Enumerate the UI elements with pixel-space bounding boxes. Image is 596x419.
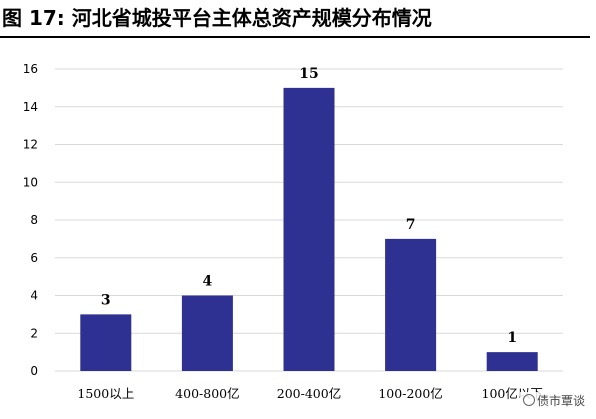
y-axis-ticks: 0 2 4 6 8 10 12 14 16 <box>23 62 38 378</box>
y-tick-label: 12 <box>23 138 38 152</box>
watermark: 债市覃谈 <box>519 392 588 409</box>
x-axis-ticks: 1500以上 400-800亿 200-400亿 100-200亿 100亿以下 <box>77 386 542 401</box>
y-tick-label: 0 <box>30 364 38 378</box>
data-label: 15 <box>299 66 318 82</box>
bar <box>80 314 132 371</box>
title-rule <box>0 36 590 38</box>
x-tick-label: 100-200亿 <box>378 386 442 401</box>
bar <box>283 87 335 371</box>
y-tick-label: 4 <box>30 289 38 303</box>
data-label: 7 <box>406 217 416 233</box>
wechat-icon <box>522 394 535 406</box>
bars <box>80 87 538 371</box>
y-tick-label: 10 <box>23 175 38 189</box>
y-tick-label: 14 <box>23 100 38 114</box>
data-label: 1 <box>507 330 517 346</box>
data-labels: 3 4 15 7 1 <box>101 66 517 346</box>
data-label: 3 <box>101 292 111 308</box>
data-label: 4 <box>203 274 213 290</box>
y-tick-label: 2 <box>30 326 38 340</box>
y-tick-label: 8 <box>30 213 38 227</box>
bar <box>385 238 437 371</box>
x-tick-label: 200-400亿 <box>277 386 341 401</box>
bar <box>181 295 233 371</box>
figure-title: 图 17: 河北省城投平台主体总资产规模分布情况 <box>2 6 432 30</box>
bar <box>486 352 538 371</box>
y-tick-label: 16 <box>23 62 38 76</box>
watermark-text: 债市覃谈 <box>536 394 585 408</box>
x-tick-label: 1500以上 <box>77 386 134 401</box>
y-tick-label: 6 <box>30 251 38 265</box>
x-tick-label: 400-800亿 <box>175 386 239 401</box>
